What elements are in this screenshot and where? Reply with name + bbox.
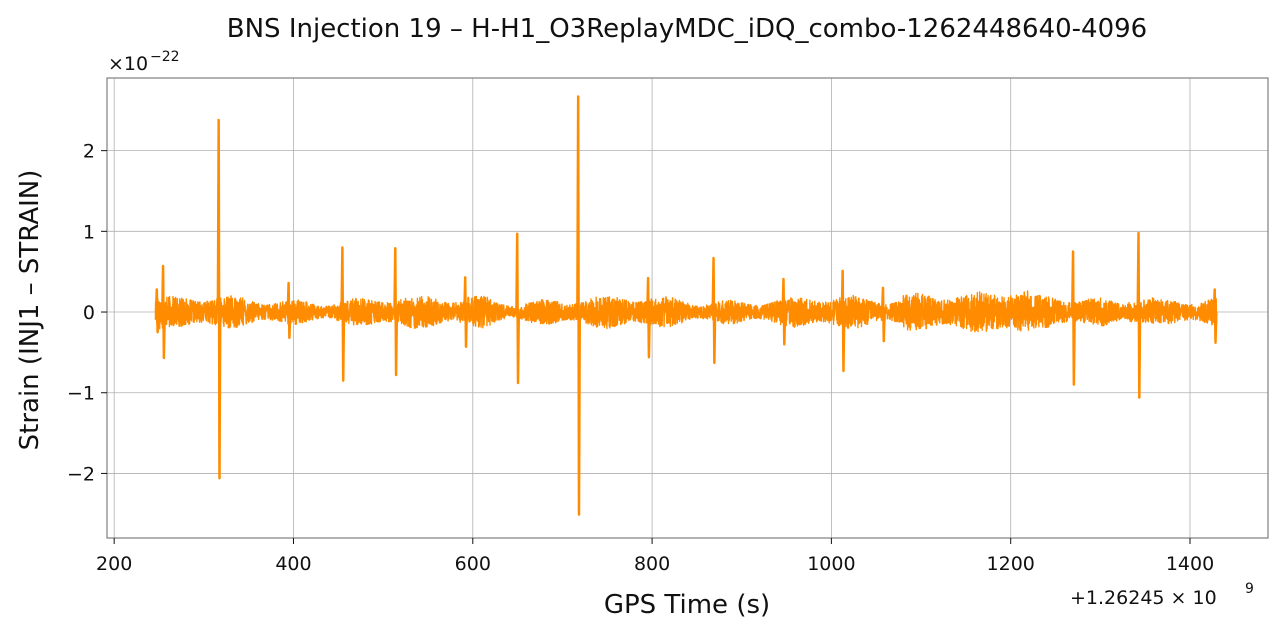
- x-tick-label: 400: [275, 553, 311, 575]
- strain-spike: [646, 276, 651, 359]
- strain-spike: [286, 281, 292, 340]
- strain-spike: [711, 256, 717, 365]
- x-tick-label: 1000: [807, 553, 855, 575]
- y-scale-exponent: −22: [150, 49, 180, 65]
- y-tick-label: 1: [83, 221, 95, 243]
- strain-spike: [463, 276, 469, 348]
- x-axis-label: GPS Time (s): [604, 590, 770, 620]
- x-tick-label: 1200: [987, 553, 1035, 575]
- x-offset-label: +1.26245 × 10 9: [1070, 581, 1254, 609]
- y-scale-label: ×10 −22: [108, 49, 180, 75]
- strain-spike: [1212, 288, 1218, 344]
- strain-spike: [1071, 250, 1076, 386]
- x-tick-label: 200: [96, 553, 132, 575]
- strain-spike: [880, 286, 886, 343]
- strain-spike: [781, 277, 787, 346]
- x-tick-label: 1400: [1166, 553, 1214, 575]
- strain-spike: [393, 247, 399, 377]
- strain-spike: [216, 118, 222, 480]
- x-offset-exponent: 9: [1245, 581, 1254, 597]
- strain-noise-series: [154, 290, 1218, 333]
- strain-spike: [515, 232, 521, 385]
- x-tick-label: 600: [455, 553, 491, 575]
- strain-spike: [576, 95, 582, 516]
- x-tick-label: 800: [634, 553, 670, 575]
- strain-spike: [1136, 231, 1142, 399]
- y-scale-base: ×10: [108, 53, 148, 75]
- strain-spike: [840, 269, 846, 373]
- y-tick-label: 0: [83, 302, 95, 324]
- x-offset-base: +1.26245 × 10: [1070, 587, 1217, 609]
- y-tick-label: 2: [83, 141, 95, 163]
- y-tick-label: −1: [67, 383, 95, 405]
- series-layer: [154, 95, 1218, 516]
- y-tick-label: −2: [67, 463, 95, 485]
- plot-area-frame: [106, 77, 1269, 539]
- strain-spike: [161, 264, 166, 360]
- y-axis-label: Strain (INJ1 – STRAIN): [15, 170, 45, 451]
- ticks-layer: 200 400 600 800 1000 1200 1400 −2 −1 0 1 2: [67, 141, 1214, 575]
- strain-spike: [340, 246, 346, 382]
- chart-title: BNS Injection 19 – H-H1_O3ReplayMDC_iDQ_…: [227, 14, 1147, 44]
- strain-spike: [154, 288, 160, 334]
